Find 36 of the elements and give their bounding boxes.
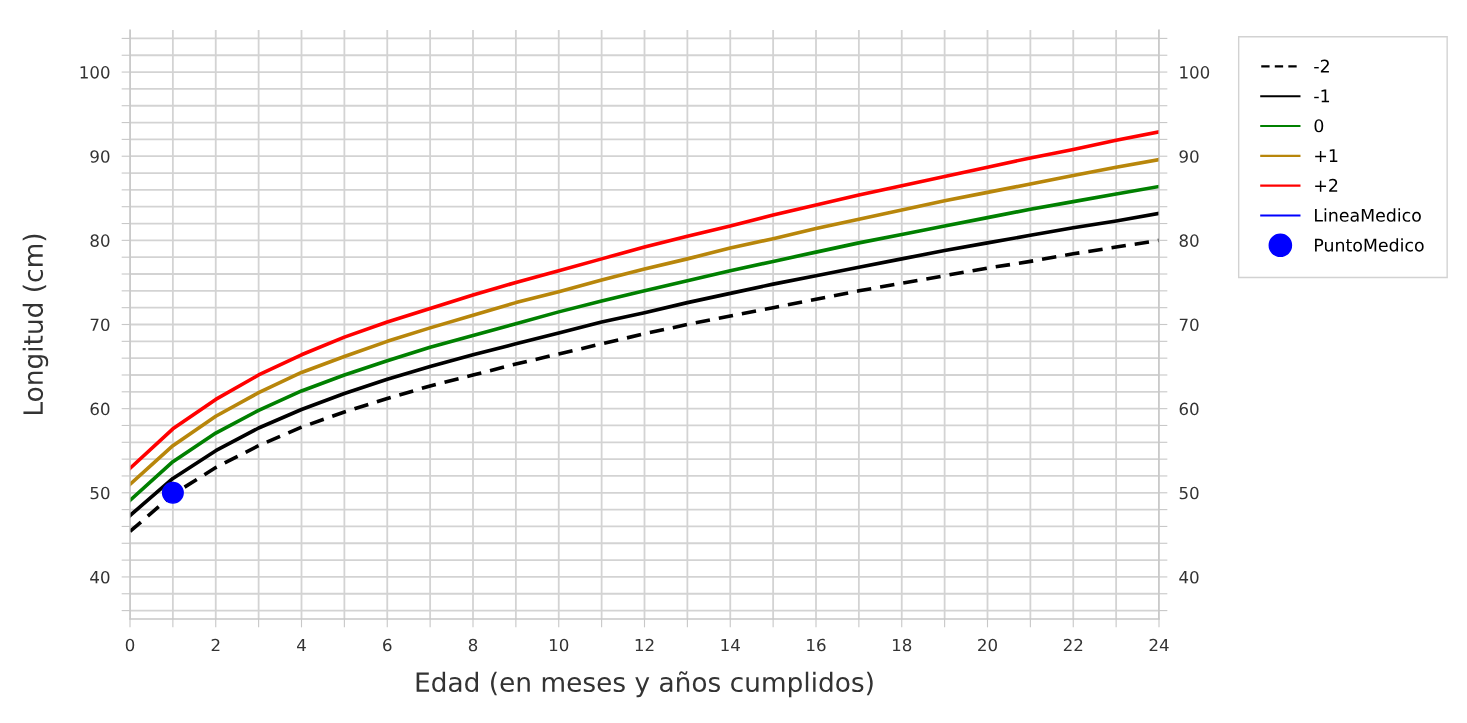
y-tick-label: 60 [90, 402, 110, 416]
y2-tick-label: 40 [1179, 570, 1199, 584]
y-tick-label: 40 [90, 570, 110, 584]
y2-tick-label: 70 [1179, 318, 1199, 332]
x-tick-label: 24 [1149, 638, 1169, 652]
y2-tick-label: 90 [1179, 150, 1199, 163]
y-axis-title: Longitud (cm) [22, 234, 49, 415]
y2-tick-label: 100 [1180, 66, 1210, 79]
x-tick-label: 8 [468, 638, 478, 652]
y-tick-label: 70 [90, 318, 110, 332]
legend-label: +2 [1315, 178, 1338, 192]
x-tick-label: 6 [383, 638, 392, 652]
x-axis-title: Edad (en meses y años cumplidos) [416, 671, 873, 698]
y-tick-label: 100 [80, 66, 110, 79]
x-tick-label: 14 [721, 638, 740, 652]
y2-tick-label: 50 [1179, 486, 1199, 500]
y2-tick-label: 80 [1179, 234, 1199, 247]
x-tick-label: 0 [125, 638, 135, 652]
legend-label: 0 [1314, 119, 1324, 133]
legend-label: -2 [1314, 59, 1329, 73]
x-tick-label: 4 [297, 638, 306, 652]
x-tick-label: 10 [549, 638, 569, 652]
x-tick-label: 16 [807, 638, 826, 652]
legend-label: LineaMedico [1315, 208, 1421, 222]
y-tick-label: 90 [90, 150, 110, 163]
x-tick-label: 2 [211, 638, 220, 652]
y-tick-label: 80 [90, 234, 110, 247]
x-tick-label: 18 [892, 638, 912, 652]
legend-label: -1 [1314, 89, 1330, 103]
y-tick-label: 50 [90, 486, 110, 500]
x-tick-label: 20 [978, 638, 997, 652]
x-tick-label: 12 [635, 638, 654, 652]
legend-label: PuntoMedico [1315, 238, 1424, 252]
x-tick-label: 22 [1063, 638, 1083, 652]
y2-tick-label: 60 [1179, 402, 1199, 416]
legend-label: +1 [1315, 149, 1338, 162]
